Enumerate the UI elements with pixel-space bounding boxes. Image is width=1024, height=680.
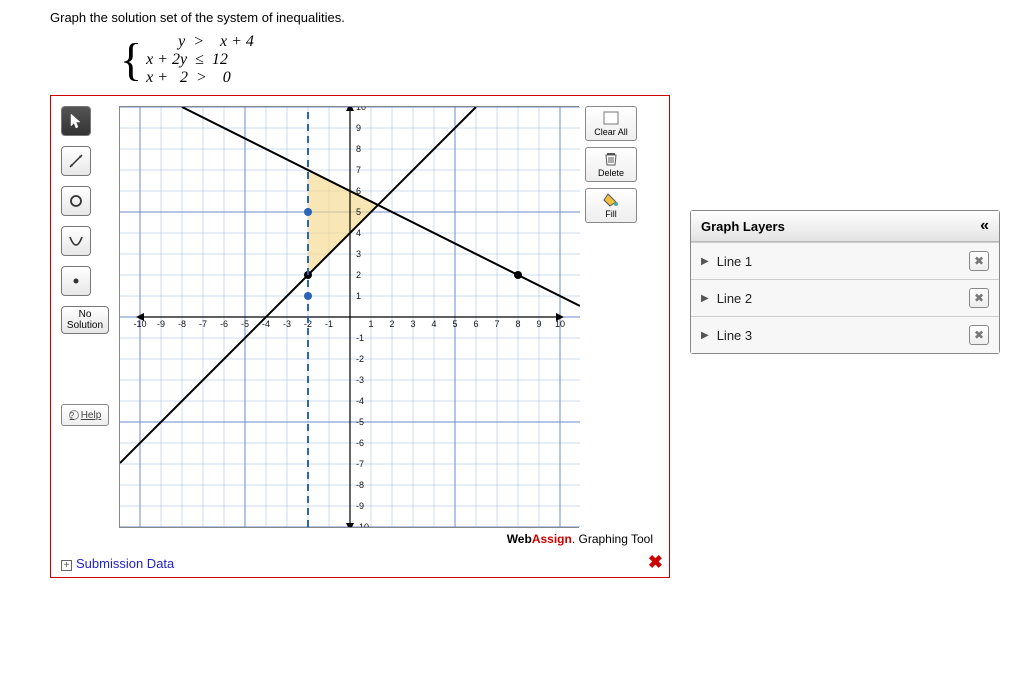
layer-name: Line 3: [717, 328, 969, 343]
clear-all-label: Clear All: [594, 127, 628, 137]
svg-text:-3: -3: [356, 375, 364, 385]
svg-text:7: 7: [494, 319, 499, 329]
parabola-tool[interactable]: [61, 226, 91, 256]
question-text: Graph the solution set of the system of …: [50, 10, 974, 25]
layer-name: Line 2: [717, 291, 969, 306]
svg-text:6: 6: [473, 319, 478, 329]
help-label: Help: [81, 410, 102, 421]
svg-text:-6: -6: [356, 438, 364, 448]
svg-text:-4: -4: [356, 396, 364, 406]
svg-text:8: 8: [515, 319, 520, 329]
submission-data-toggle[interactable]: + Submission Data: [61, 556, 659, 571]
graph-tool-container: No Solution ? Help -10 -10 -9 -9 -8 -8 -7 -7 -6 -…: [50, 95, 670, 578]
chevron-right-icon: ▶: [701, 293, 709, 304]
svg-text:-7: -7: [356, 459, 364, 469]
line-tool[interactable]: [61, 146, 91, 176]
help-button[interactable]: ? Help: [61, 404, 109, 426]
layer-delete-button[interactable]: ✖: [969, 325, 989, 345]
submission-label: Submission Data: [76, 556, 174, 571]
layer-delete-button[interactable]: ✖: [969, 251, 989, 271]
svg-text:7: 7: [356, 165, 361, 175]
brand-prefix: Web: [507, 532, 532, 546]
eq-1: y > x + 4: [146, 33, 254, 51]
svg-text:1: 1: [368, 319, 373, 329]
layer-name: Line 1: [717, 254, 969, 269]
layer-row[interactable]: ▶ Line 2 ✖: [691, 279, 999, 316]
svg-text:3: 3: [410, 319, 415, 329]
chevron-right-icon: ▶: [701, 330, 709, 341]
svg-text:-2: -2: [356, 354, 364, 364]
svg-text:5: 5: [452, 319, 457, 329]
svg-text:-7: -7: [199, 319, 207, 329]
delete-label: Delete: [598, 168, 624, 178]
svg-text:-5: -5: [241, 319, 249, 329]
svg-text:9: 9: [356, 123, 361, 133]
svg-text:8: 8: [356, 144, 361, 154]
svg-text:-6: -6: [220, 319, 228, 329]
svg-text:1: 1: [356, 291, 361, 301]
eq-2: x + 2y ≤ 12: [146, 51, 254, 69]
svg-text:9: 9: [536, 319, 541, 329]
svg-text:-1: -1: [356, 333, 364, 343]
circle-tool[interactable]: [61, 186, 91, 216]
graph-svg[interactable]: -10-10-9-9-8-8-7-7-6-6-5-5-4-4-3-3-2-2-1…: [120, 107, 580, 527]
graph-layers-panel: Graph Layers « ▶ Line 1 ✖ ▶ Line 2 ✖ ▶ L…: [690, 210, 1000, 354]
svg-text:-8: -8: [178, 319, 186, 329]
svg-text:3: 3: [356, 249, 361, 259]
svg-text:2: 2: [389, 319, 394, 329]
layers-title: Graph Layers: [701, 219, 785, 234]
fill-button[interactable]: Fill: [585, 188, 637, 223]
pointer-tool[interactable]: [61, 106, 91, 136]
svg-text:4: 4: [431, 319, 436, 329]
layer-row[interactable]: ▶ Line 3 ✖: [691, 316, 999, 353]
svg-text:-10: -10: [356, 522, 369, 527]
chevron-right-icon: ▶: [701, 256, 709, 267]
brand-suffix: . Graphing Tool: [572, 532, 653, 546]
svg-text:-3: -3: [283, 319, 291, 329]
svg-text:-5: -5: [356, 417, 364, 427]
svg-text:-9: -9: [157, 319, 165, 329]
equation-system: { y > x + 4 x + 2y ≤ 12 x + 2 > 0: [120, 33, 974, 87]
expand-icon: +: [61, 560, 72, 571]
svg-text:-1: -1: [325, 319, 333, 329]
svg-text:4: 4: [356, 228, 361, 238]
svg-text:10: 10: [356, 107, 366, 112]
canvas-side-buttons: Clear All Delete Fill: [585, 106, 645, 223]
brace: {: [120, 42, 142, 79]
eq-3: x + 2 > 0: [146, 69, 254, 87]
close-icon[interactable]: ✖: [648, 552, 663, 573]
clear-all-button[interactable]: Clear All: [585, 106, 637, 141]
branding: WebAssign. Graphing Tool: [61, 532, 653, 546]
tool-palette: No Solution ? Help: [61, 106, 111, 426]
delete-button[interactable]: Delete: [585, 147, 637, 182]
svg-text:2: 2: [356, 270, 361, 280]
fill-label: Fill: [605, 209, 617, 219]
graph-canvas[interactable]: -10-10-9-9-8-8-7-7-6-6-5-5-4-4-3-3-2-2-1…: [119, 106, 579, 528]
collapse-icon[interactable]: «: [980, 217, 989, 235]
brand-accent: Assign: [532, 532, 572, 546]
point-tool[interactable]: [61, 266, 91, 296]
no-solution-tool[interactable]: No Solution: [61, 306, 109, 334]
svg-text:-8: -8: [356, 480, 364, 490]
svg-text:5: 5: [356, 207, 361, 217]
svg-text:-9: -9: [356, 501, 364, 511]
layer-delete-button[interactable]: ✖: [969, 288, 989, 308]
svg-text:10: 10: [555, 319, 565, 329]
svg-text:-10: -10: [133, 319, 146, 329]
layer-row[interactable]: ▶ Line 1 ✖: [691, 242, 999, 279]
